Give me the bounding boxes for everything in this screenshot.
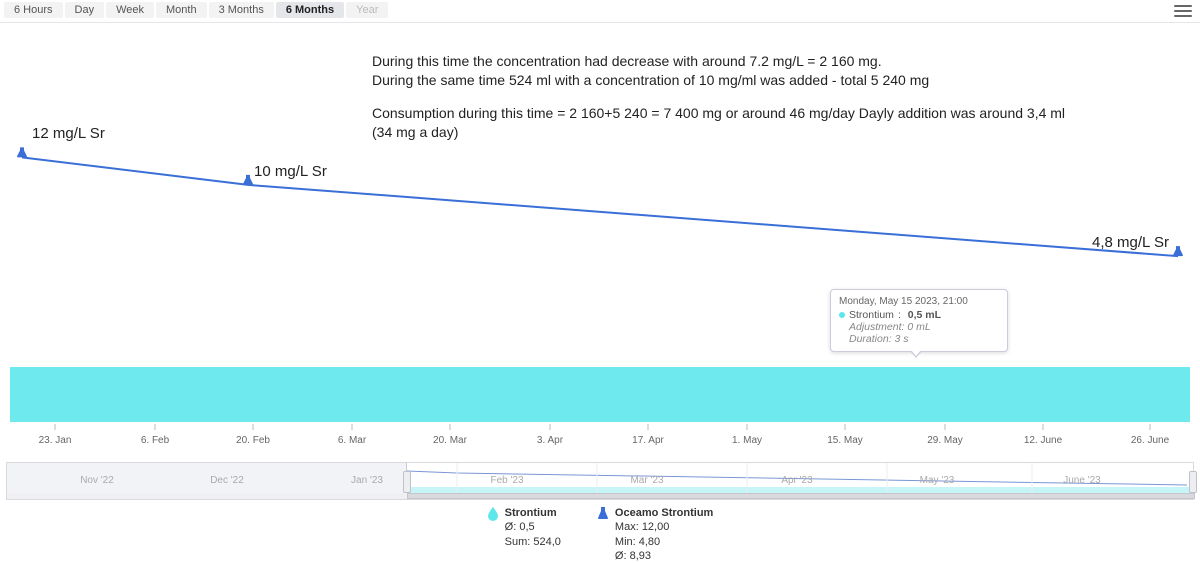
x-tick-label: 23. Jan bbox=[39, 435, 72, 446]
tooltip: Monday, May 15 2023, 21:00 Strontium: 0,… bbox=[830, 289, 1008, 352]
navigator-month-label: June '23 bbox=[1063, 475, 1101, 486]
navigator-month-label: Mar '23 bbox=[630, 475, 663, 486]
point-label-2: 4,8 mg/L Sr bbox=[1092, 234, 1169, 251]
x-axis: 23. Jan 6. Feb 20. Feb 6. Mar 20. Mar 3. Apr 1… bbox=[0, 435, 1200, 449]
tooltip-adjustment: Adjustment: 0 mL bbox=[849, 321, 999, 333]
legend-stats: Strontium Ø: 0,5 Sum: 524,0 Oceamo Stron… bbox=[0, 506, 1200, 563]
navigator-month-label: May '23 bbox=[920, 475, 955, 486]
range-tab-6-months[interactable]: 6 Months bbox=[276, 2, 344, 18]
tooltip-tail-inner bbox=[911, 350, 921, 356]
annotation-line-1: During this time the concentration had d… bbox=[372, 52, 1072, 90]
navigator-month-label: Apr '23 bbox=[781, 475, 812, 486]
x-tick-label: 6. Feb bbox=[141, 435, 169, 446]
x-tick-label: 20. Mar bbox=[433, 435, 467, 446]
navigator-scrollbar[interactable] bbox=[7, 493, 1193, 499]
tooltip-date: Monday, May 15 2023, 21:00 bbox=[839, 296, 999, 307]
point-label-1: 10 mg/L Sr bbox=[254, 163, 327, 180]
flask-icon bbox=[597, 507, 609, 521]
navigator-month-label: Nov '22 bbox=[80, 475, 114, 486]
legend-strontium[interactable]: Strontium Ø: 0,5 Sum: 524,0 bbox=[487, 506, 561, 563]
tooltip-dot-icon bbox=[839, 312, 845, 318]
legend-strontium-lines: Strontium Ø: 0,5 Sum: 524,0 bbox=[505, 506, 561, 549]
tooltip-series: Strontium bbox=[849, 309, 894, 321]
x-tick-label: 6. Mar bbox=[338, 435, 366, 446]
x-tick-label: 3. Apr bbox=[537, 435, 563, 446]
legend-oceamo-lines: Oceamo Strontium Max: 12,00 Min: 4,80 Ø:… bbox=[615, 506, 713, 563]
range-tab-year: Year bbox=[346, 2, 388, 18]
x-tick-label: 26. June bbox=[1131, 435, 1169, 446]
point-label-0: 12 mg/L Sr bbox=[32, 125, 105, 142]
navigator-handle-left[interactable] bbox=[403, 471, 411, 493]
x-tick-label: 17. Apr bbox=[632, 435, 664, 446]
navigator-month-label: Dec '22 bbox=[210, 475, 244, 486]
range-tab-day[interactable]: Day bbox=[65, 2, 105, 18]
navigator-month-label: Feb '23 bbox=[490, 475, 523, 486]
x-tick-label: 29. May bbox=[927, 435, 963, 446]
tooltip-value: 0,5 mL bbox=[908, 309, 941, 321]
annotation-text: During this time the concentration had d… bbox=[372, 52, 1072, 156]
range-tabs: 6 HoursDayWeekMonth3 Months6 MonthsYear bbox=[0, 0, 388, 18]
x-tick-label: 15. May bbox=[827, 435, 863, 446]
x-tick-label: 12. June bbox=[1024, 435, 1062, 446]
navigator[interactable]: Nov '22 Dec '22 Jan '23 Feb '23 Mar '23 Apr '… bbox=[6, 462, 1194, 500]
navigator-month-label: Jan '23 bbox=[351, 475, 383, 486]
range-tab-week[interactable]: Week bbox=[106, 2, 154, 18]
tooltip-series-row: Strontium: 0,5 mL bbox=[839, 309, 999, 321]
main-chart: During this time the concentration had d… bbox=[0, 22, 1200, 450]
navigator-scroll-thumb[interactable] bbox=[407, 493, 1195, 499]
x-tick-label: 1. May bbox=[732, 435, 762, 446]
drop-icon bbox=[487, 507, 499, 521]
x-tick-label: 20. Feb bbox=[236, 435, 270, 446]
hamburger-menu-icon[interactable] bbox=[1174, 2, 1192, 20]
navigator-handle-right[interactable] bbox=[1189, 471, 1197, 493]
range-tab-6-hours[interactable]: 6 Hours bbox=[4, 2, 63, 18]
range-tab-3-months[interactable]: 3 Months bbox=[209, 2, 274, 18]
tooltip-duration: Duration: 3 s bbox=[849, 333, 999, 345]
legend-oceamo-strontium[interactable]: Oceamo Strontium Max: 12,00 Min: 4,80 Ø:… bbox=[597, 506, 713, 563]
range-tab-month[interactable]: Month bbox=[156, 2, 207, 18]
annotation-line-2: Consumption during this time = 2 160+5 2… bbox=[372, 104, 1072, 142]
